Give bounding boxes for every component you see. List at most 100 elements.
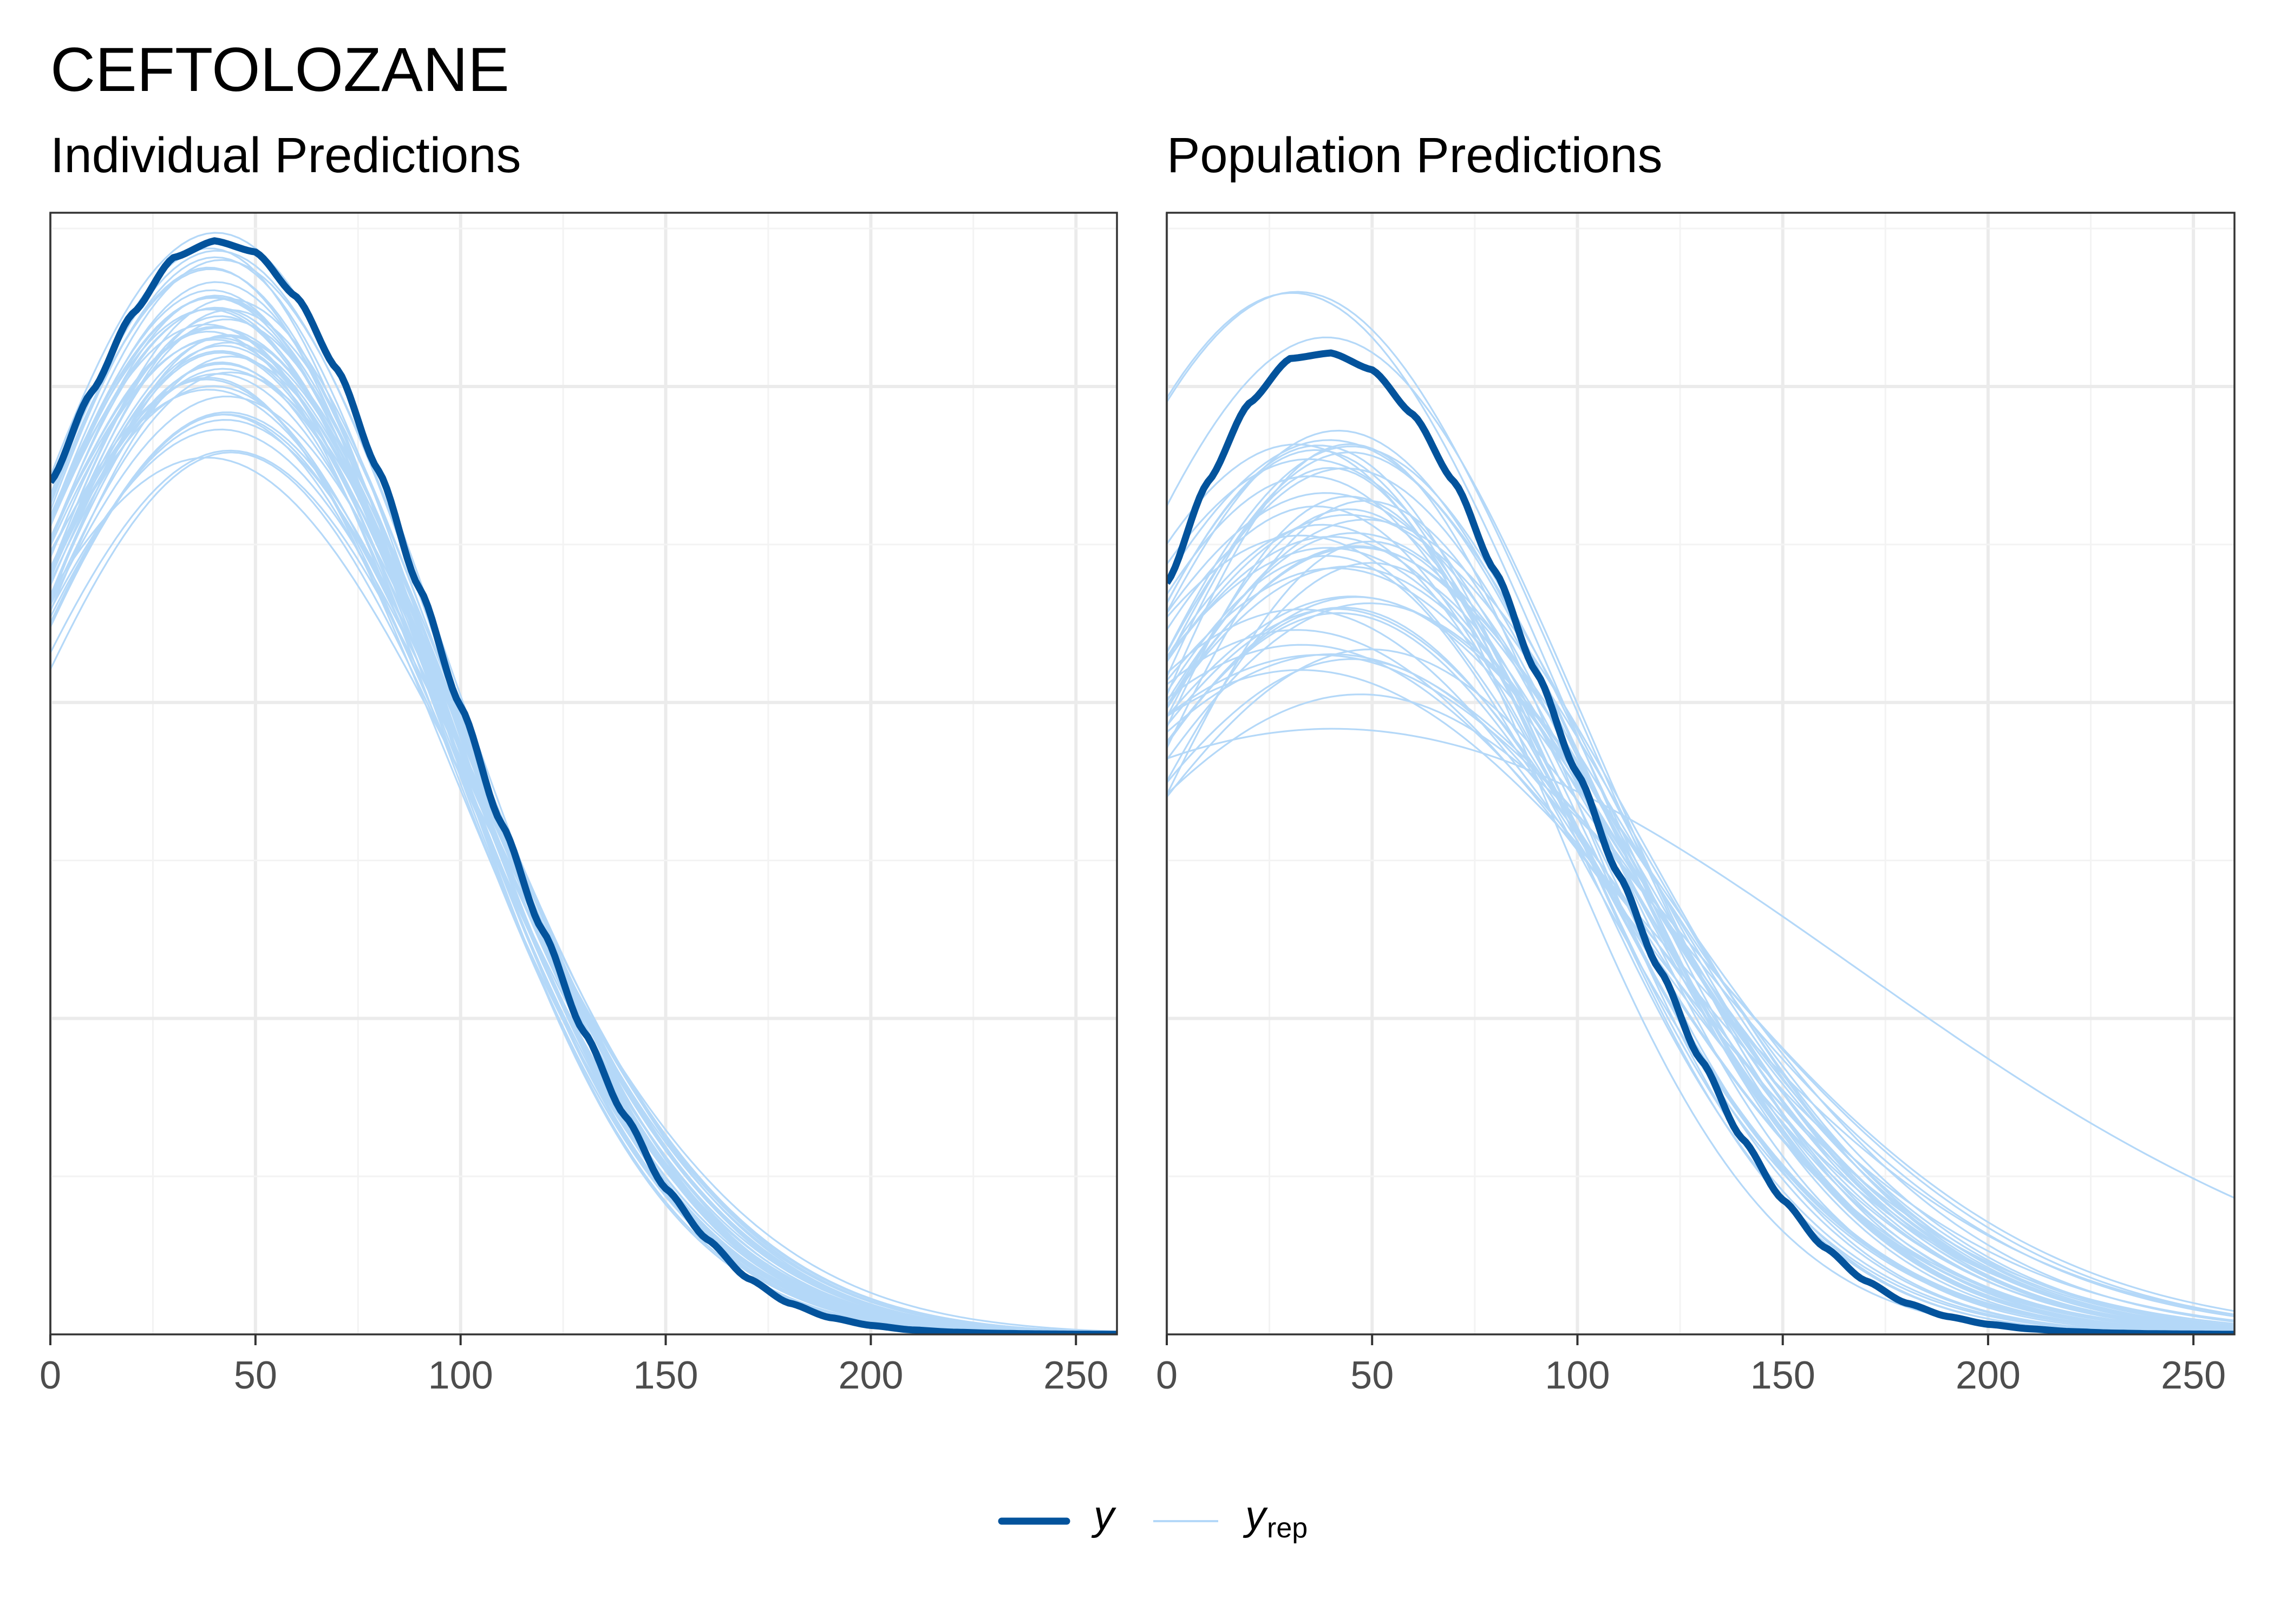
yrep-line [50,395,1117,1334]
yrep-line [50,308,1117,1334]
yrep-line [50,413,1117,1334]
yrep-line [50,337,1117,1334]
y-line [50,237,1117,1334]
yrep-line [1167,565,2234,1329]
yrep-line [50,256,1117,1334]
figure-title: CEFTOLOZANE [50,35,509,104]
yrep-line [50,428,1117,1333]
x-tick-label: 200 [1956,1354,2021,1397]
yrep-line [1167,475,2234,1334]
yrep-line [50,389,1117,1333]
yrep-line [50,378,1117,1334]
panel-border [49,212,1118,1335]
x-tick-label: 150 [1750,1354,1815,1397]
x-tick-label: 100 [428,1354,493,1397]
yrep-line [1167,523,2234,1334]
yrep-line [50,351,1117,1334]
yrep-line [50,289,1117,1334]
yrep-line [1167,547,2234,1328]
legend-yrep-subscript: rep [1267,1512,1308,1544]
yrep-line [1167,567,2234,1327]
yrep-line [50,330,1117,1334]
yrep-line [1167,546,2234,1329]
yrep-line [50,368,1117,1334]
yrep-line [50,414,1117,1334]
yrep-line [50,350,1117,1334]
yrep-line [50,373,1117,1334]
yrep-line [1167,540,2234,1334]
x-tick-label: 250 [2161,1354,2226,1397]
yrep-line [1167,669,2234,1316]
panel-title: Population Predictions [1167,128,1662,183]
x-tick-label: 150 [633,1354,698,1397]
legend: y y rep [998,1492,1308,1544]
yrep-line [1167,500,2234,1334]
yrep-line [50,336,1117,1334]
y-line [1167,349,2234,1334]
x-tick-label: 250 [1043,1354,1108,1397]
yrep-line [1167,336,2234,1333]
legend-yrep-label: y [1243,1492,1268,1538]
panel-border [1166,212,2236,1335]
yrep-line [1167,658,2234,1328]
yrep-line [1167,451,2234,1334]
yrep-line [1167,291,2234,1332]
yrep-line [50,338,1117,1334]
yrep-line [1167,495,2234,1334]
yrep-line [50,334,1117,1334]
yrep-line [50,247,1117,1334]
panel-individual-predictions: Individual Predictions 0 50 100 150 200 250 [40,128,1118,1397]
x-tick-label: 200 [838,1354,903,1397]
yrep-line [1167,443,2234,1334]
yrep-line [50,309,1117,1334]
yrep-line [1167,458,2234,1332]
x-tick-label: 100 [1545,1354,1610,1397]
yrep-line [1167,693,2234,1315]
yrep-line [1167,467,2234,1334]
yrep-line [1167,532,2234,1331]
yrep-line [50,449,1117,1334]
yrep-line [50,315,1117,1334]
yrep-line [50,344,1117,1334]
yrep-line [1167,545,2234,1330]
yrep-series [50,232,1117,1334]
yrep-line [50,327,1117,1334]
yrep-line [50,306,1117,1334]
yrep-line [50,296,1117,1334]
yrep-line [1167,449,2234,1334]
yrep-line [1167,505,2234,1334]
yrep-line [50,318,1117,1334]
yrep-line [50,294,1117,1334]
x-tick-label: 50 [1350,1354,1394,1397]
yrep-line [1167,492,2234,1330]
yrep-line [50,363,1117,1334]
yrep-series [1167,291,2234,1334]
yrep-line [50,268,1117,1334]
yrep-line [50,361,1117,1334]
yrep-line [50,266,1117,1334]
yrep-line [1167,444,2234,1334]
yrep-line [50,411,1117,1334]
yrep-line [1167,519,2234,1330]
yrep-line [1167,514,2234,1328]
yrep-line [50,456,1117,1333]
yrep-line [50,323,1117,1334]
yrep-line [1167,595,2234,1323]
yrep-line [1167,446,2234,1333]
x-tick-label: 0 [40,1354,61,1397]
yrep-line [1167,728,2234,1199]
grid [49,213,1117,1334]
x-tick-label: 50 [234,1354,277,1397]
yrep-line [1167,606,2234,1332]
yrep-line [50,418,1117,1334]
yrep-line [50,371,1117,1334]
yrep-line [50,325,1117,1334]
x-tick-label: 0 [1156,1354,1178,1397]
yrep-line [50,355,1117,1334]
yrep-line [1167,629,2234,1325]
yrep-line [1167,648,2234,1327]
yrep-line [50,250,1117,1334]
yrep-line [50,451,1117,1334]
yrep-line [1167,644,2234,1321]
